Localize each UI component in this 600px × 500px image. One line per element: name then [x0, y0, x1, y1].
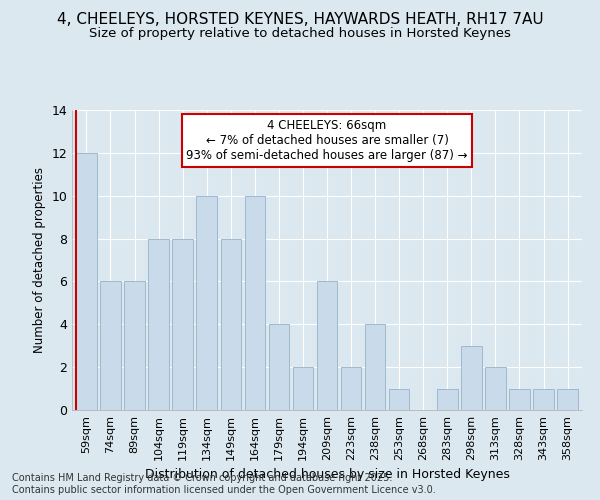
Bar: [389, 388, 409, 410]
Bar: [196, 196, 217, 410]
Bar: [76, 153, 97, 410]
Text: 4 CHEELEYS: 66sqm
← 7% of detached houses are smaller (7)
93% of semi-detached h: 4 CHEELEYS: 66sqm ← 7% of detached house…: [186, 119, 468, 162]
X-axis label: Distribution of detached houses by size in Horsted Keynes: Distribution of detached houses by size …: [145, 468, 509, 481]
Text: Contains HM Land Registry data © Crown copyright and database right 2025.
Contai: Contains HM Land Registry data © Crown c…: [12, 474, 436, 495]
Bar: [341, 367, 361, 410]
Bar: [533, 388, 554, 410]
Bar: [557, 388, 578, 410]
Bar: [100, 282, 121, 410]
Bar: [148, 238, 169, 410]
Bar: [172, 238, 193, 410]
Bar: [437, 388, 458, 410]
Bar: [317, 282, 337, 410]
Text: Size of property relative to detached houses in Horsted Keynes: Size of property relative to detached ho…: [89, 28, 511, 40]
Y-axis label: Number of detached properties: Number of detached properties: [33, 167, 46, 353]
Bar: [485, 367, 506, 410]
Bar: [365, 324, 385, 410]
Bar: [269, 324, 289, 410]
Bar: [124, 282, 145, 410]
Bar: [245, 196, 265, 410]
Bar: [461, 346, 482, 410]
Bar: [509, 388, 530, 410]
Text: 4, CHEELEYS, HORSTED KEYNES, HAYWARDS HEATH, RH17 7AU: 4, CHEELEYS, HORSTED KEYNES, HAYWARDS HE…: [56, 12, 544, 28]
Bar: [293, 367, 313, 410]
Bar: [221, 238, 241, 410]
